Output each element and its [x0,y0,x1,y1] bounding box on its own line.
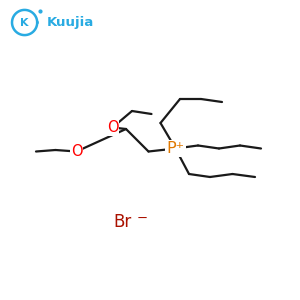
Text: O: O [71,144,82,159]
Text: Kuujia: Kuujia [46,16,94,29]
Text: P⁺: P⁺ [167,141,184,156]
Text: O: O [107,120,118,135]
Text: K: K [20,17,29,28]
Text: Br: Br [114,213,132,231]
Text: −: − [137,212,148,225]
